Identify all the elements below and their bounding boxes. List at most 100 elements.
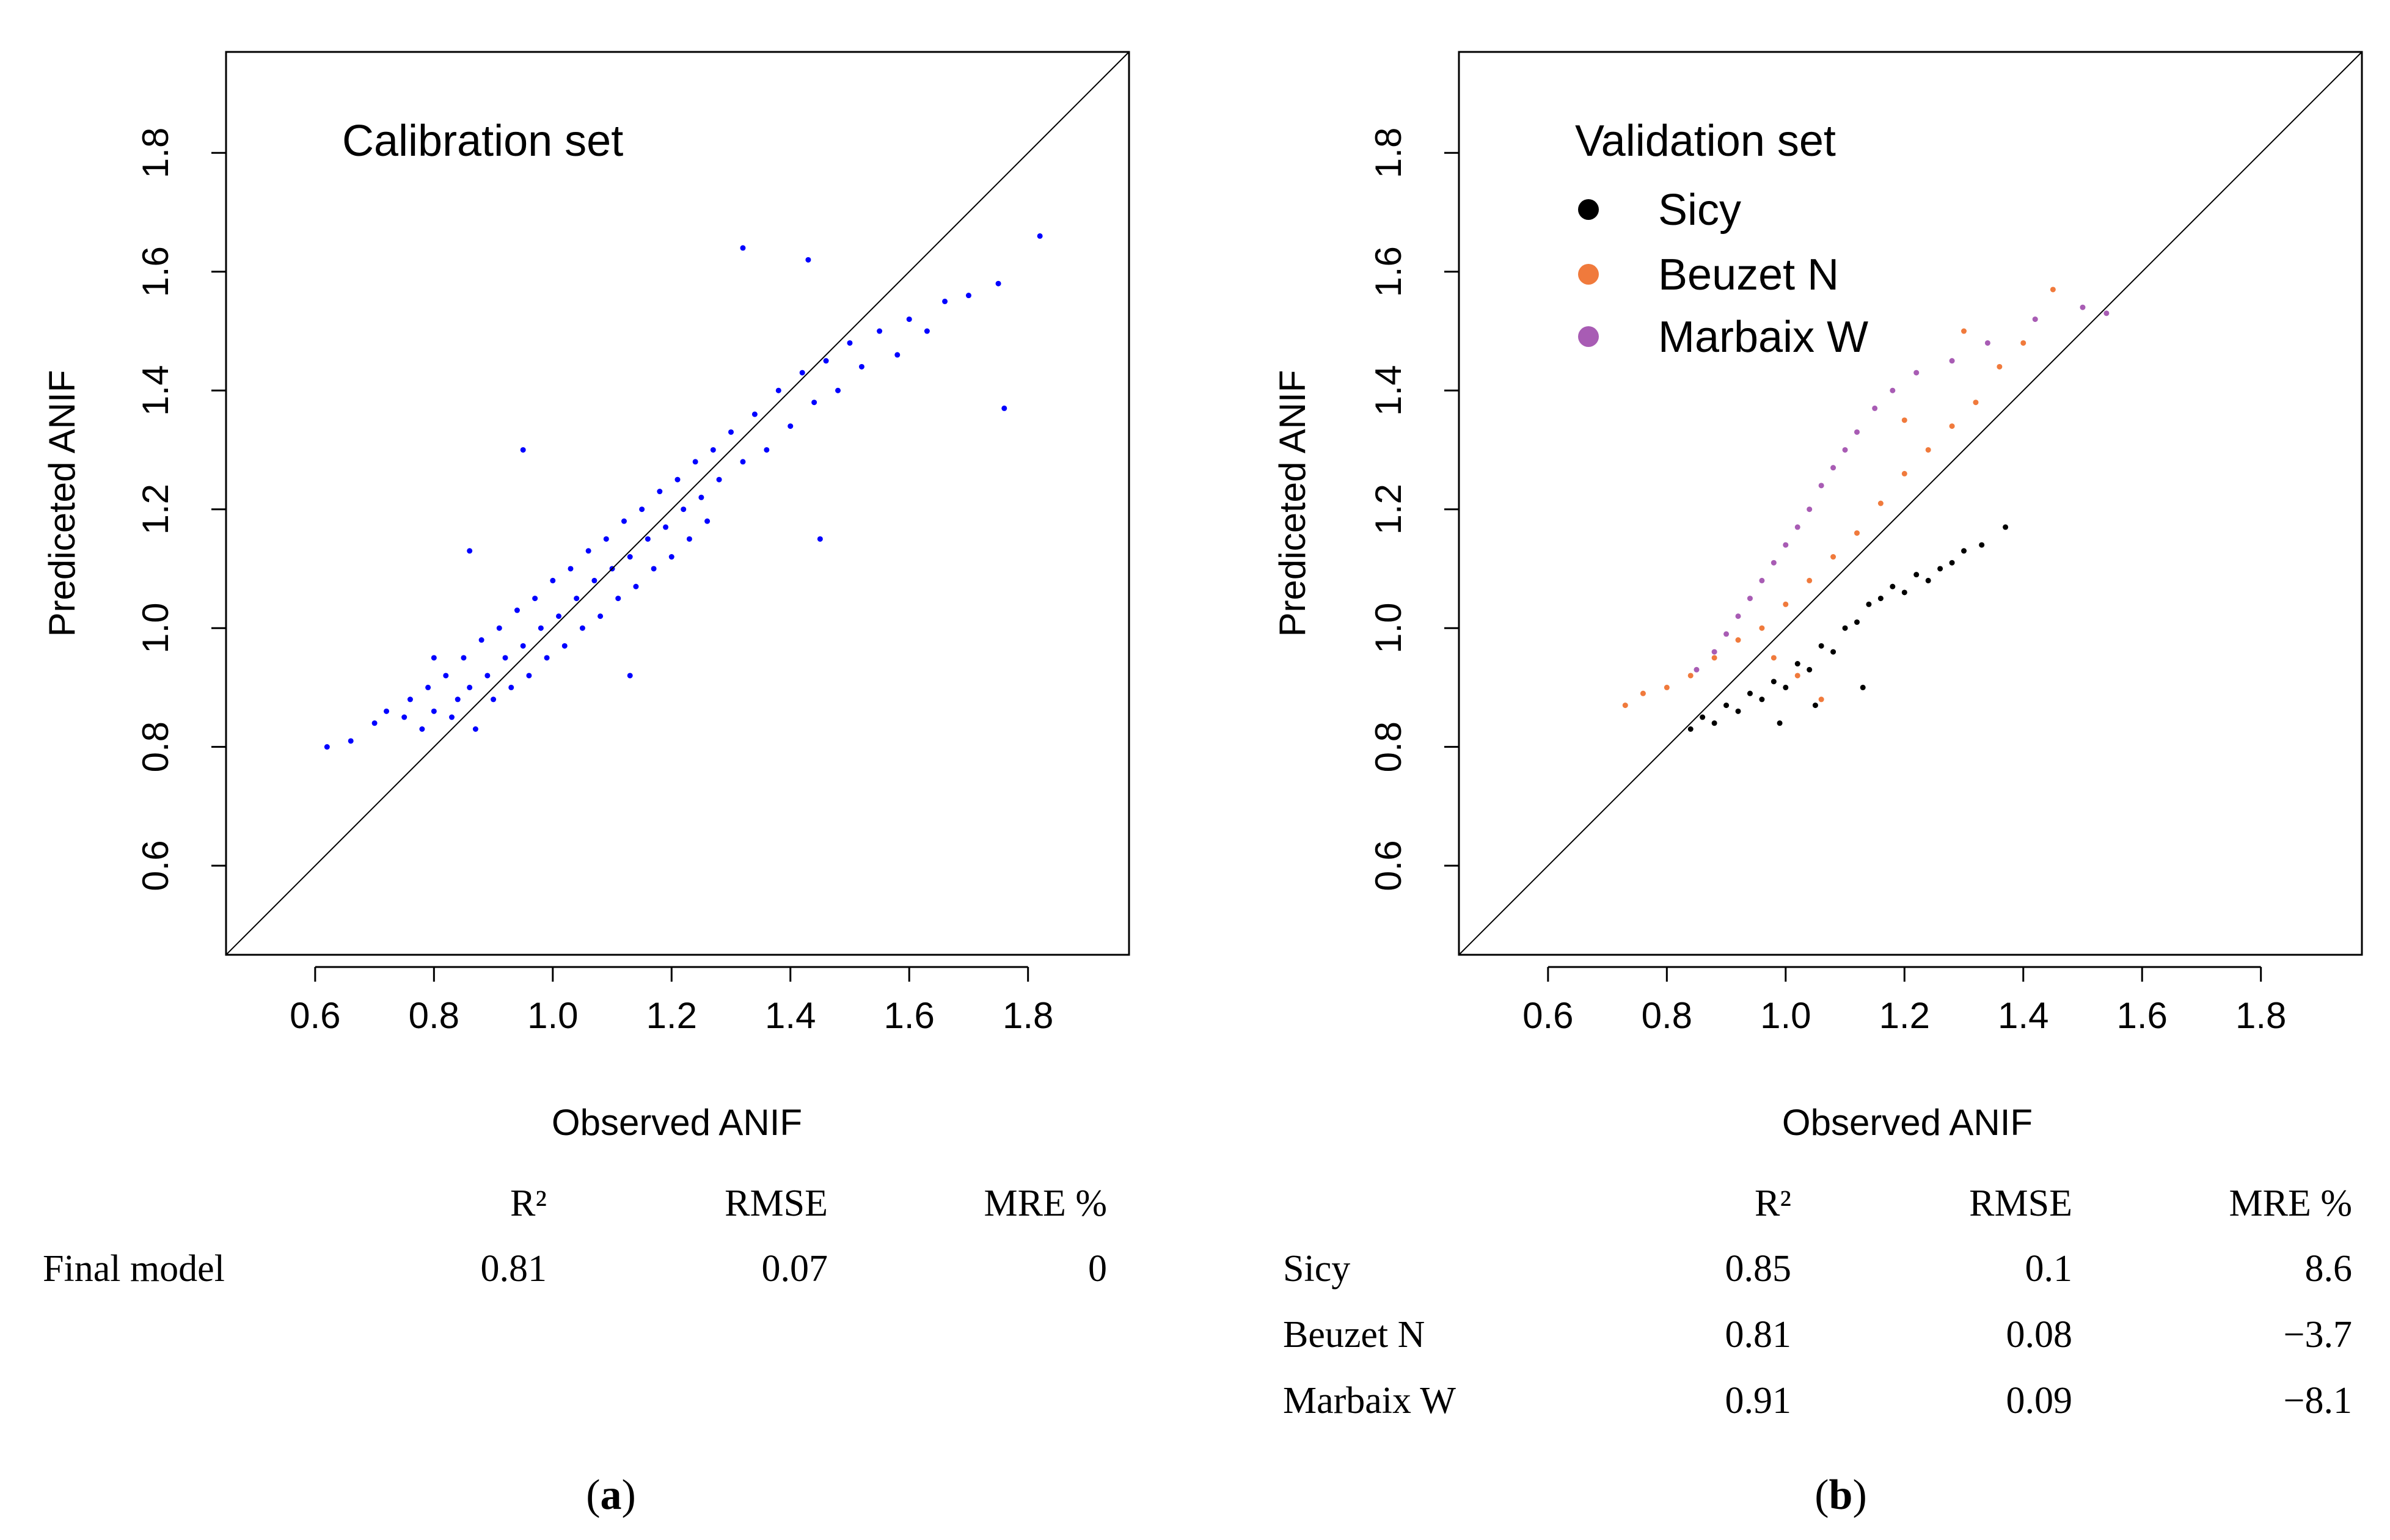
- col-header-r2: R²: [1755, 1183, 1791, 1224]
- data-point: [1037, 233, 1043, 239]
- legend-label-beuzet: Beuzet N: [1658, 250, 1839, 299]
- y-tick-label: 0.6: [1368, 840, 1409, 891]
- col-header-rmse: RMSE: [1969, 1183, 2072, 1224]
- data-point: [835, 387, 841, 393]
- data-point: [1807, 577, 1813, 583]
- col-header-mre: MRE %: [2229, 1183, 2353, 1224]
- data-point: [532, 596, 538, 602]
- data-point: [1783, 542, 1789, 548]
- data-point: [1687, 673, 1694, 679]
- one-to-one-line: [225, 51, 1130, 955]
- data-point: [692, 459, 698, 465]
- y-tick-label: 0.8: [135, 721, 176, 772]
- data-point: [2020, 340, 2026, 346]
- data-point: [1842, 625, 1848, 631]
- data-point: [811, 400, 817, 406]
- validation-points: [1622, 286, 2110, 732]
- cell-rmse: 0.08: [2006, 1314, 2073, 1356]
- data-point: [621, 518, 627, 524]
- data-point: [1771, 655, 1777, 661]
- y-tick-label: 1.0: [1368, 602, 1409, 653]
- data-point: [1925, 577, 1931, 583]
- data-point: [1830, 554, 1836, 560]
- data-point: [799, 370, 805, 376]
- data-point: [1913, 370, 1920, 376]
- data-point: [1711, 720, 1717, 726]
- data-point: [1854, 429, 1860, 435]
- data-point: [1872, 405, 1878, 411]
- data-point: [716, 476, 722, 483]
- data-point: [823, 358, 829, 364]
- data-point: [496, 625, 502, 631]
- data-point: [1925, 447, 1931, 453]
- data-point: [1854, 530, 1860, 536]
- y-tick-label: 0.8: [1368, 721, 1409, 772]
- x-axis-label: Observed ANIF: [1782, 1102, 2033, 1143]
- row-label: Final model: [43, 1248, 225, 1290]
- data-point: [639, 506, 645, 513]
- data-point: [574, 596, 580, 602]
- data-point: [1818, 696, 1824, 702]
- data-point: [1777, 720, 1783, 726]
- data-point: [817, 536, 823, 542]
- data-point: [550, 577, 556, 583]
- y-axis-label: Prediceted ANIF: [1272, 370, 1313, 637]
- data-point: [401, 714, 407, 720]
- cell-rmse: 0.09: [2006, 1380, 2073, 1421]
- cell-rmse: 0.07: [762, 1248, 828, 1290]
- y-tick-label: 1.0: [135, 602, 176, 653]
- data-point: [1901, 417, 1907, 423]
- legend-label-marbaix: Marbaix W: [1658, 313, 1868, 362]
- data-point: [2032, 316, 2038, 323]
- y-tick-label: 1.6: [1368, 246, 1409, 297]
- x-tick-label: 1.8: [2235, 995, 2286, 1036]
- data-point: [1830, 649, 1836, 655]
- data-point: [698, 494, 704, 500]
- data-point: [1759, 625, 1765, 631]
- data-point: [431, 708, 437, 714]
- data-point: [585, 548, 591, 554]
- legend-marker-marbaix: [1578, 326, 1599, 347]
- data-point: [740, 459, 746, 465]
- series-beuzet-n: [1622, 286, 2056, 709]
- data-point: [1979, 542, 1985, 548]
- data-point: [1687, 726, 1694, 732]
- data-point: [556, 613, 562, 619]
- data-point: [514, 607, 520, 613]
- data-point: [1818, 483, 1824, 489]
- cell-r2: 0.81: [481, 1248, 547, 1290]
- data-point: [1735, 708, 1741, 714]
- data-point: [419, 726, 425, 732]
- data-point: [633, 583, 639, 589]
- data-point: [1877, 596, 1884, 602]
- col-header-r2: R²: [510, 1183, 547, 1224]
- data-point: [1711, 655, 1717, 661]
- x-axis-label: Observed ANIF: [552, 1102, 802, 1143]
- cell-r2: 0.85: [1725, 1248, 1792, 1290]
- data-point: [472, 726, 478, 732]
- y-axis: 0.6 0.8 1.0 1.2 1.4 1.6 1.8: [1368, 128, 1460, 891]
- data-point: [1622, 702, 1628, 709]
- data-point: [538, 625, 544, 631]
- legend: Sicy Beuzet N Marbaix W: [1578, 186, 1868, 362]
- one-to-one-line: [1458, 51, 2363, 955]
- data-point: [1901, 589, 1907, 596]
- y-tick-label: 0.6: [135, 840, 176, 891]
- data-point: [467, 684, 473, 690]
- series-marbaix-w: [1694, 304, 2110, 673]
- x-tick-label: 1.6: [884, 995, 935, 1036]
- row-label: Marbaix W: [1283, 1380, 1456, 1421]
- data-point: [1001, 405, 1007, 411]
- data-point: [1961, 328, 1967, 334]
- data-point: [2003, 524, 2009, 530]
- data-point: [663, 524, 669, 530]
- data-point: [674, 476, 681, 483]
- col-header-mre: MRE %: [984, 1183, 1108, 1224]
- data-point: [1771, 679, 1777, 685]
- data-point: [651, 566, 657, 572]
- data-point: [805, 257, 811, 263]
- data-point: [1794, 673, 1800, 679]
- data-point: [1854, 619, 1860, 625]
- data-point: [1961, 548, 1967, 554]
- data-point: [407, 696, 413, 702]
